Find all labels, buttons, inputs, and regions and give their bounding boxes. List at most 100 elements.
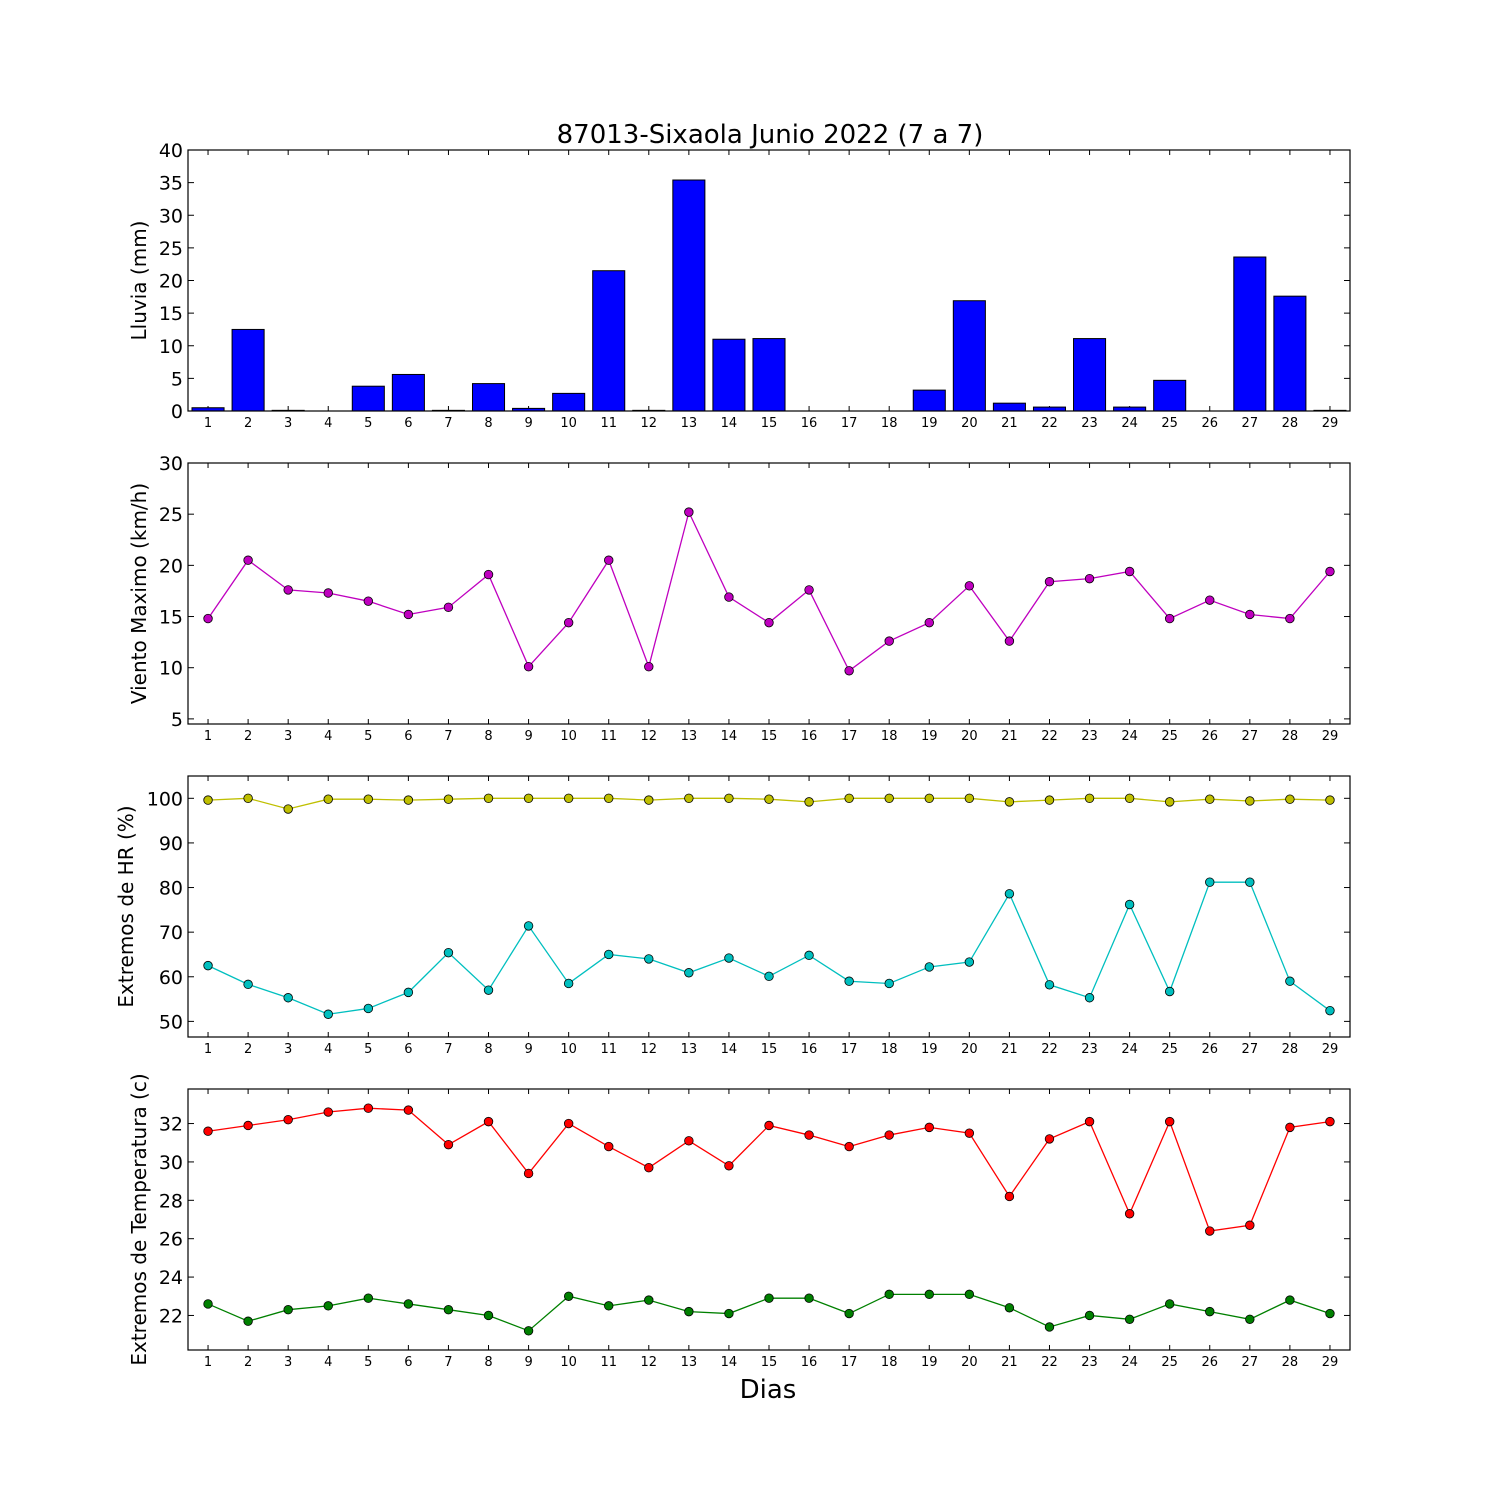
x-tick-label: 10 [560,1042,577,1057]
data-point [684,1136,694,1146]
y-tick-label: 60 [159,967,183,989]
data-point [1164,986,1175,997]
x-tick-label: 29 [1322,729,1339,744]
data-point [844,1141,854,1152]
data-point [604,949,614,960]
y-tick-label: 10 [159,658,183,680]
data-point [403,987,414,998]
x-tick-label: 22 [1041,1355,1058,1370]
bar [231,328,265,412]
data-point [483,1116,494,1127]
data-point [724,953,734,963]
x-tick-label: 12 [641,1042,658,1057]
y-tick-label: 40 [159,140,183,162]
data-point [243,555,253,565]
data-point [363,1293,374,1303]
y-tick-label: 22 [159,1305,183,1327]
data-point [644,661,654,672]
x-tick-label: 29 [1322,1042,1339,1057]
data-point [403,609,414,620]
y-tick-label: 30 [159,205,183,227]
x-tick-label: 10 [560,729,577,744]
x-tick-label: 29 [1322,416,1339,431]
data-point [884,636,894,646]
data-point [884,793,894,804]
x-tick-label: 29 [1322,1355,1339,1370]
data-point [924,1289,934,1300]
x-tick-label: 10 [560,1355,577,1370]
y-tick-label: 25 [159,238,183,260]
series-line [207,510,1331,672]
x-tick-label: 11 [600,1355,617,1370]
data-point [764,617,774,628]
data-point [283,1115,293,1125]
data-point [724,1161,734,1171]
x-tick-label: 19 [921,416,938,431]
data-point [964,581,975,591]
y-tick-label: 15 [159,607,183,629]
y-tick-label: 90 [159,833,183,855]
bar [752,338,786,412]
x-tick-label: 3 [284,416,292,431]
x-tick-label: 22 [1041,1042,1058,1057]
x-tick-label: 17 [841,416,858,431]
y-tick-label: 20 [159,271,183,293]
x-tick-label: 10 [560,416,577,431]
data-point [1205,595,1215,605]
x-tick-label: 25 [1161,416,1178,431]
data-point [684,507,694,517]
data-point [764,971,774,982]
x-tick-label: 3 [284,1042,292,1057]
x-tick-label: 24 [1121,729,1138,744]
x-tick-label: 15 [761,1355,778,1370]
x-tick-label: 4 [324,1042,332,1057]
data-point [1124,1209,1135,1219]
x-tick-label: 3 [284,729,292,744]
x-tick-label: 1 [204,1042,212,1057]
x-tick-label: 20 [961,1042,978,1057]
data-point [964,1128,975,1138]
x-tick-label: 20 [961,1355,978,1370]
bar [471,383,506,412]
data-point [403,1105,414,1115]
x-tick-label: 16 [801,729,818,744]
data-point [1084,573,1095,584]
x-tick-label: 21 [1001,416,1018,431]
x-tick-label: 16 [801,1042,818,1057]
data-point [1124,899,1135,910]
x-tick-label: 23 [1081,416,1098,431]
data-point [563,1291,574,1301]
data-point [283,993,293,1003]
data-point [1084,1116,1095,1127]
data-point [363,596,374,606]
data-point [764,1120,774,1131]
x-tick-label: 27 [1242,1042,1259,1057]
x-tick-label: 20 [961,416,978,431]
bar [712,338,746,412]
y-tick-label: 24 [159,1267,183,1289]
plot-frame [187,149,1351,412]
data-point [1124,1314,1135,1324]
bar [992,402,1026,412]
x-tick-label: 5 [364,1042,372,1057]
x-tick-label: 26 [1201,729,1218,744]
x-tick-label: 9 [524,1042,532,1057]
y-tick-label: 80 [159,878,183,900]
data-point [684,1306,694,1317]
data-point [684,968,694,978]
plot-frame [187,462,1351,725]
data-point [483,985,494,995]
x-tick-label: 12 [641,416,658,431]
x-tick-label: 13 [681,1355,698,1370]
y-tick-label: 0 [171,401,183,423]
data-point [443,947,454,958]
data-point [884,1130,894,1140]
data-point [243,793,253,804]
data-point [724,1308,734,1319]
data-point [1004,889,1015,899]
y-tick-label: 5 [171,368,183,390]
